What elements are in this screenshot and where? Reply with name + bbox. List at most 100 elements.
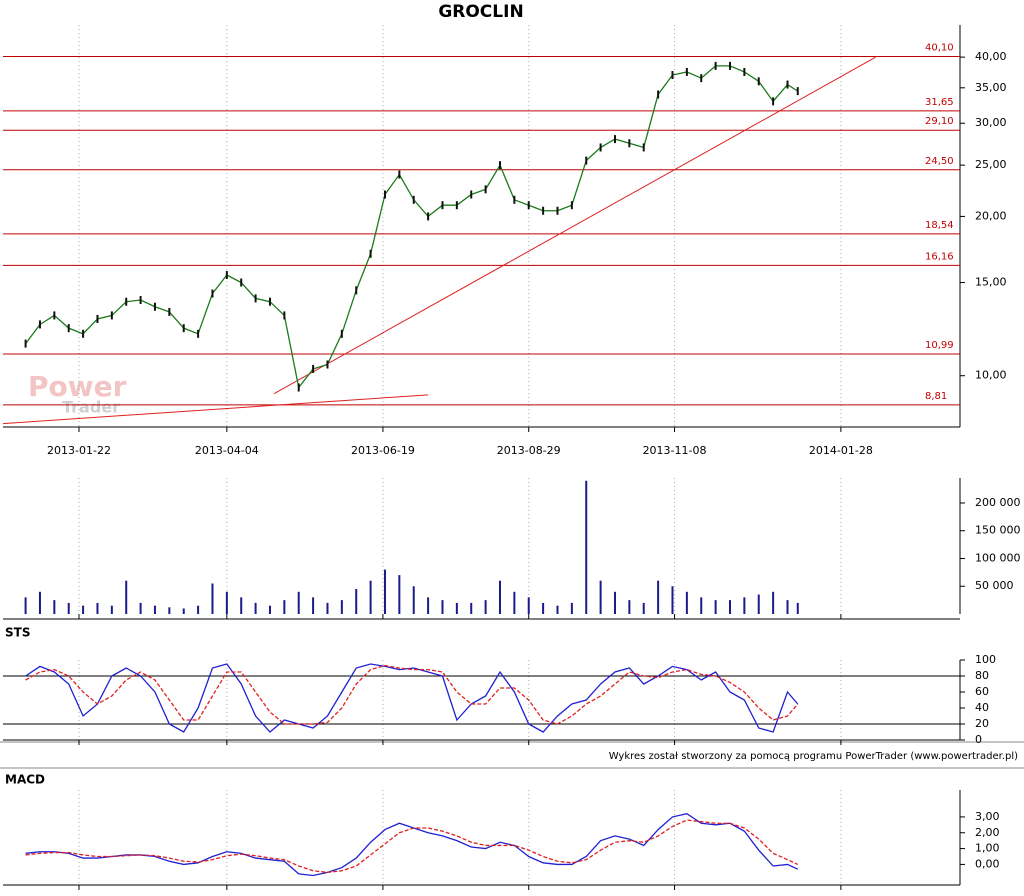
volume-bar [685, 591, 688, 614]
volume-bar [312, 597, 315, 614]
price-mark [498, 161, 501, 170]
panel-title: STS [5, 626, 30, 640]
panel-title: MACD [5, 773, 45, 787]
level-label: 18,54 [925, 220, 954, 231]
volume-bar [470, 602, 473, 614]
price-mark [326, 360, 329, 369]
price-mark [585, 156, 588, 165]
volume-bar [657, 580, 660, 614]
volume-bar [153, 605, 156, 614]
y-tick-label: 20 [975, 717, 989, 730]
y-tick-label: 10,00 [975, 369, 1007, 382]
volume-bar [268, 605, 271, 614]
level-label: 29,10 [925, 116, 954, 127]
y-tick-label: 20,00 [975, 209, 1007, 222]
footer: Wykres został stworzony za pomocą progra… [609, 751, 1018, 762]
volume-bar [743, 597, 746, 614]
price-mark [772, 97, 775, 106]
volume-bar [441, 600, 444, 614]
y-tick-label: 30,00 [975, 116, 1007, 129]
price-mark [96, 314, 99, 323]
volume-bar [240, 597, 243, 614]
price-mark [743, 67, 746, 76]
price-mark [168, 307, 171, 316]
indicator-line [25, 663, 799, 733]
volume-bar [340, 600, 343, 614]
price-mark [757, 77, 760, 86]
volume-bar [642, 602, 645, 614]
volume-bar [139, 602, 142, 614]
volume-bar [67, 602, 70, 614]
y-tick-label: 1,00 [975, 842, 1000, 855]
volume-bar [570, 602, 573, 614]
price-mark [153, 302, 156, 311]
volume-bar [383, 569, 386, 614]
price-mark [398, 170, 401, 179]
trend-line [2, 394, 429, 425]
price-mark [685, 67, 688, 76]
price-mark [240, 278, 243, 287]
volume-bar [197, 605, 200, 614]
volume-bar [427, 597, 430, 614]
volume-bar [757, 594, 760, 614]
y-tick-label: 40,00 [975, 50, 1007, 63]
price-mark [412, 195, 415, 204]
price-mark [53, 311, 56, 320]
level-label: 31,65 [925, 97, 954, 108]
price-mark [570, 201, 573, 210]
y-tick-label: 100 000 [975, 551, 1021, 564]
level-label: 16,16 [925, 251, 954, 262]
y-tick-label: 80 [975, 669, 989, 682]
x-tick-label: 2013-08-29 [497, 444, 561, 457]
price-mark [441, 201, 444, 210]
volume-bar [225, 591, 228, 614]
price-mark [38, 320, 41, 329]
volume-bar [82, 605, 85, 614]
price-mark [139, 296, 142, 305]
price-mark [513, 195, 516, 204]
y-tick-label: 2,00 [975, 826, 1000, 839]
price-mark [728, 61, 731, 70]
price-mark [312, 364, 315, 373]
trend-line [273, 56, 877, 395]
price-mark [125, 297, 128, 306]
volume-bar [412, 586, 415, 614]
price-mark [283, 311, 286, 320]
price-mark [542, 206, 545, 215]
watermark: Trader [62, 398, 120, 417]
volume-bar [211, 583, 214, 614]
volume-bar [125, 580, 128, 614]
volume-bar [585, 480, 588, 614]
price-mark [254, 294, 257, 303]
price-mark [700, 74, 703, 83]
price-mark [796, 87, 799, 96]
price-mark [369, 249, 372, 258]
volume-bar [796, 602, 799, 614]
level-label: 40,10 [925, 43, 954, 54]
price-mark [182, 324, 185, 333]
y-tick-label: 25,00 [975, 158, 1007, 171]
volume-bar [398, 575, 401, 614]
price-mark [671, 71, 674, 80]
volume-bar [455, 602, 458, 614]
volume-bar [786, 600, 789, 614]
volume-bar [369, 580, 372, 614]
volume-bar [700, 597, 703, 614]
volume-bar [326, 602, 329, 614]
y-tick-label: 100 [975, 653, 996, 666]
y-tick-label: 3,00 [975, 810, 1000, 823]
volume-bar [599, 580, 602, 614]
price-mark [484, 185, 487, 194]
price-mark [714, 61, 717, 70]
volume-bar [283, 600, 286, 614]
x-tick-label: 2013-04-04 [195, 444, 259, 457]
volume-bar [613, 591, 616, 614]
watermark: Power [28, 370, 127, 403]
volume-bar [527, 597, 530, 614]
price-mark [470, 190, 473, 199]
y-tick-label: 40 [975, 701, 989, 714]
y-tick-label: 15,00 [975, 276, 1007, 289]
chart-title: GROCLIN [438, 2, 523, 22]
